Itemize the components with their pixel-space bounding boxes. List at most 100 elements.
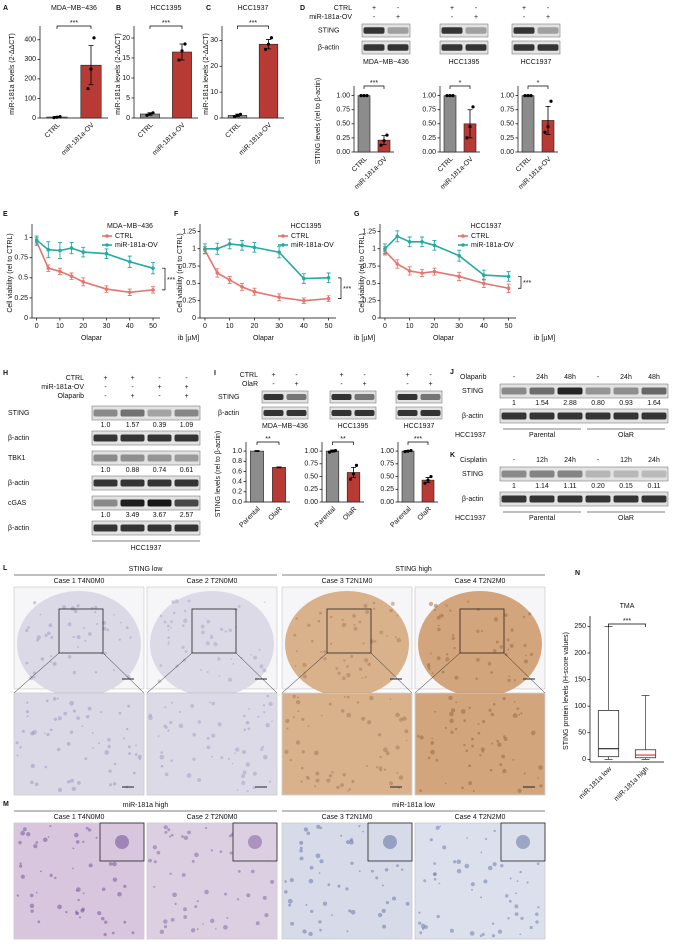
panel-letter: D — [300, 5, 305, 12]
blot-membrane — [91, 450, 201, 466]
tissue-texture — [99, 711, 103, 714]
tissue-texture — [328, 774, 333, 778]
tissue-texture — [528, 612, 532, 616]
blot-band — [441, 44, 463, 51]
zoom-line — [370, 652, 413, 694]
tissue-texture — [300, 780, 303, 783]
tissue-texture — [82, 627, 86, 630]
tissue-texture — [159, 754, 165, 760]
bar — [172, 51, 192, 119]
tissue-texture — [163, 925, 168, 929]
condition-mark: - — [429, 372, 432, 379]
blot-band — [354, 394, 375, 400]
blot-band — [420, 410, 441, 416]
data-point — [395, 234, 400, 239]
data-point — [269, 36, 274, 40]
data-point — [203, 246, 207, 251]
tissue-texture — [319, 826, 323, 830]
tissue-texture — [451, 636, 455, 641]
y-tick-label: 0.75 — [500, 107, 514, 114]
tissue-texture — [157, 735, 160, 738]
tissue-texture — [362, 642, 365, 645]
tissue-texture — [170, 626, 172, 629]
blot-band — [557, 387, 583, 395]
blot-band — [120, 434, 145, 442]
tissue-texture — [200, 669, 202, 671]
tissue-texture — [228, 834, 233, 838]
tissue-texture — [538, 765, 543, 770]
tissue-texture — [72, 635, 75, 639]
tissue-texture — [57, 716, 62, 721]
tissue-texture — [429, 652, 432, 655]
tissue-texture — [463, 743, 466, 747]
tissue-texture — [305, 904, 308, 907]
data-point — [86, 87, 90, 91]
significance-bracket — [338, 277, 342, 299]
quantification: 0.74 — [153, 467, 167, 474]
tissue-texture — [284, 890, 288, 894]
data-point — [420, 271, 424, 275]
tissue-texture — [236, 898, 240, 901]
annotation: ib [µM] — [178, 335, 199, 342]
data-point — [46, 247, 51, 252]
data-point — [382, 139, 386, 143]
tissue-texture — [108, 783, 112, 787]
tissue-texture — [35, 841, 39, 844]
tissue-texture — [84, 639, 87, 643]
blot-band — [174, 499, 199, 507]
tissue-texture — [101, 887, 106, 892]
y-tick-label: 1 — [192, 246, 196, 253]
tissue-texture — [70, 606, 75, 611]
data-point — [326, 296, 331, 301]
tissue-texture — [49, 728, 53, 732]
data-point — [180, 49, 184, 53]
tissue-texture — [236, 789, 239, 791]
tissue-texture — [190, 928, 196, 933]
bar — [325, 450, 340, 503]
tissue-texture — [160, 764, 164, 768]
condition-mark: - — [373, 14, 376, 21]
x-tick-label: 50 — [505, 323, 513, 330]
tissue-texture — [400, 868, 404, 871]
tissue-texture — [336, 785, 340, 790]
panel-letter: B — [116, 5, 121, 12]
data-point — [468, 125, 472, 129]
legend-label: miR-181a-OV — [471, 242, 514, 249]
tissue-texture — [268, 701, 273, 707]
tissue-texture — [372, 607, 376, 611]
condition-label: miR-181a-OV — [41, 384, 84, 391]
row-label: β-actin — [462, 413, 483, 420]
tissue-texture — [33, 844, 38, 849]
tissue-texture — [492, 648, 497, 653]
tissue-texture — [523, 772, 526, 775]
tissue-texture — [396, 771, 399, 774]
tissue-texture — [76, 604, 80, 608]
tissue-texture — [25, 661, 29, 665]
y-tick-label: 0.6 — [232, 468, 242, 475]
tissue-texture — [470, 882, 475, 887]
tissue-texture — [181, 873, 186, 877]
tissue-texture — [290, 921, 294, 926]
tissue-texture — [488, 708, 492, 712]
tissue-texture — [323, 657, 327, 661]
tissue-texture — [183, 915, 188, 919]
data-point — [362, 94, 366, 98]
tissue-texture — [262, 668, 267, 673]
panel-letter: N — [575, 570, 580, 577]
whisker-caps — [641, 695, 650, 760]
tissue-texture — [69, 730, 74, 734]
blot-band — [441, 27, 463, 34]
tissue-texture — [416, 734, 420, 738]
tissue-texture — [213, 642, 218, 647]
blot-band — [641, 470, 667, 478]
tissue-texture — [196, 900, 199, 903]
tissue-texture — [314, 785, 317, 788]
tissue-texture — [76, 716, 80, 720]
tissue-texture — [113, 613, 115, 616]
tissue-texture — [342, 772, 346, 777]
tissue-texture — [284, 749, 289, 755]
y-tick-label: 0 — [582, 756, 586, 763]
data-point — [127, 290, 132, 295]
y-axis-label: Cell viability (rel to CTRL) — [177, 233, 184, 312]
condition-mark: - — [104, 393, 107, 400]
